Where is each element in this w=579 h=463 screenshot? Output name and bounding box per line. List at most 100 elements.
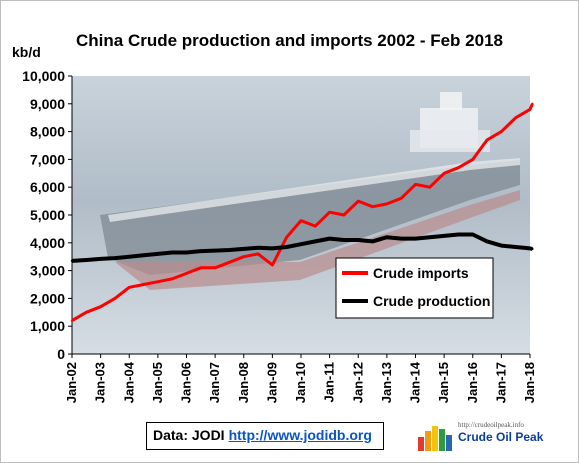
- crude-imports-point: [299, 219, 303, 222]
- crude-production-point: [528, 247, 532, 250]
- x-tick-label: Jan-11: [322, 362, 337, 402]
- x-tick-label: Jan-05: [150, 362, 165, 403]
- crude-production-point: [228, 248, 231, 252]
- y-tick-label: 5,000: [30, 207, 65, 223]
- x-tick-label: Jan-17: [493, 362, 508, 403]
- x-tick-label: Jan-14: [408, 361, 423, 403]
- crude-production-point: [414, 237, 417, 240]
- crude-imports-point: [514, 116, 517, 119]
- crude-production-point: [531, 247, 534, 251]
- crude-production-point: [328, 237, 331, 240]
- y-tick-label: 7,000: [30, 151, 65, 167]
- x-tick-label: Jan-02: [64, 362, 79, 403]
- crude-imports-point: [170, 277, 174, 281]
- crude-imports-point: [531, 102, 534, 106]
- y-tick-label: 3,000: [30, 263, 65, 279]
- plot-background-photo: [72, 76, 530, 354]
- y-tick-label: 8,000: [30, 124, 65, 140]
- crude-imports-point: [256, 252, 260, 256]
- legend-box: [335, 257, 494, 319]
- crude-imports-point: [213, 266, 217, 270]
- y-tick-label: 1,000: [30, 318, 65, 334]
- crude-imports-point: [185, 272, 188, 275]
- crude-production-point: [285, 245, 288, 249]
- crude-imports-point: [342, 213, 346, 217]
- crude-imports-point: [99, 305, 102, 308]
- crude-production-point: [199, 249, 203, 253]
- x-tick-label: Jan-09: [264, 362, 279, 403]
- crude-imports-point: [128, 286, 131, 289]
- crude-imports-point: [70, 319, 74, 322]
- source-label: Data: JODI: [153, 427, 225, 443]
- crude-production-point: [85, 258, 88, 262]
- crude-imports-point: [113, 297, 117, 300]
- chart-title: China Crude production and imports 2002 …: [76, 31, 503, 50]
- crude-production-point: [70, 259, 74, 263]
- crude-imports-point: [142, 283, 145, 286]
- crude-imports-point: [500, 130, 503, 133]
- crude-production-point: [142, 254, 145, 257]
- x-tick-label: Jan-07: [207, 362, 222, 403]
- crude-production-point: [113, 256, 117, 260]
- crude-imports-point: [242, 255, 245, 258]
- y-tick-label: 2,000: [30, 290, 65, 306]
- crude-production-point: [256, 246, 260, 250]
- legend: Crude imports Crude production: [335, 257, 494, 319]
- crude-imports-point: [357, 199, 360, 203]
- y-tick-label: 10,000: [22, 68, 65, 84]
- legend-label: Crude production: [373, 293, 490, 309]
- x-tick-label: Jan-18: [522, 362, 537, 403]
- crude-imports-point: [442, 172, 446, 175]
- series-line-crude-imports: [71, 103, 534, 322]
- crude-imports-point: [314, 224, 317, 228]
- crude-imports-point: [414, 183, 417, 186]
- crude-production-point: [99, 257, 102, 261]
- crude-imports-point: [371, 205, 374, 208]
- crude-production-point: [314, 240, 317, 243]
- tanker-deck: [108, 158, 520, 222]
- source-box: Data: JODI http://www.jodidb.org: [146, 422, 384, 450]
- series-line-crude-production: [71, 232, 533, 263]
- series-layer: [70, 102, 534, 322]
- crude-production-point: [170, 251, 174, 254]
- crude-production-point: [156, 252, 160, 256]
- crude-production-point: [299, 242, 303, 246]
- axes: 0 1,000 2,000 3,000 4,000 5,000 6,000 7,000 8,00…: [22, 68, 537, 403]
- crude-production-point: [399, 237, 403, 240]
- x-tick-label: Jan-16: [465, 362, 480, 403]
- crude-imports-point: [85, 311, 88, 314]
- crude-production-point: [471, 233, 474, 236]
- source-link[interactable]: http://www.jodidb.org: [228, 427, 372, 443]
- crude-imports-point: [428, 186, 432, 189]
- logo-url[interactable]: http://crudeoilpeak.info: [458, 421, 524, 429]
- y-axis-unit-label: kb/d: [12, 44, 41, 60]
- y-tick-label: 6,000: [30, 179, 65, 195]
- crude-production-point: [185, 251, 188, 254]
- crude-imports-point: [285, 236, 288, 239]
- x-tick-label: Jan-08: [236, 362, 251, 403]
- crude-production-point: [242, 247, 245, 251]
- crude-production-point: [514, 245, 517, 249]
- logo-image: [418, 426, 452, 451]
- tanker-hull: [100, 160, 520, 275]
- crude-imports-point: [328, 211, 331, 214]
- y-tick-label: 0: [57, 346, 65, 362]
- crude-production-point: [457, 233, 460, 236]
- legend-label: Crude imports: [373, 265, 469, 281]
- y-tick-label: 4,000: [30, 235, 65, 251]
- tanker-hull-red: [115, 190, 520, 290]
- crude-production-point: [385, 236, 389, 239]
- crude-production-point: [213, 249, 217, 252]
- crude-imports-point: [528, 108, 532, 111]
- x-tick-label: Jan-13: [379, 362, 394, 403]
- x-tick-label: Jan-06: [179, 362, 194, 403]
- x-tick-label: Jan-03: [93, 362, 108, 403]
- y-tick-label: 9,000: [30, 96, 65, 112]
- crude-production-point: [442, 234, 446, 238]
- crude-imports-point: [471, 158, 474, 161]
- crude-imports-point: [385, 202, 389, 206]
- x-tick-label: Jan-04: [121, 361, 136, 403]
- crude-imports-point: [156, 280, 160, 283]
- x-tick-label: Jan-15: [436, 362, 451, 403]
